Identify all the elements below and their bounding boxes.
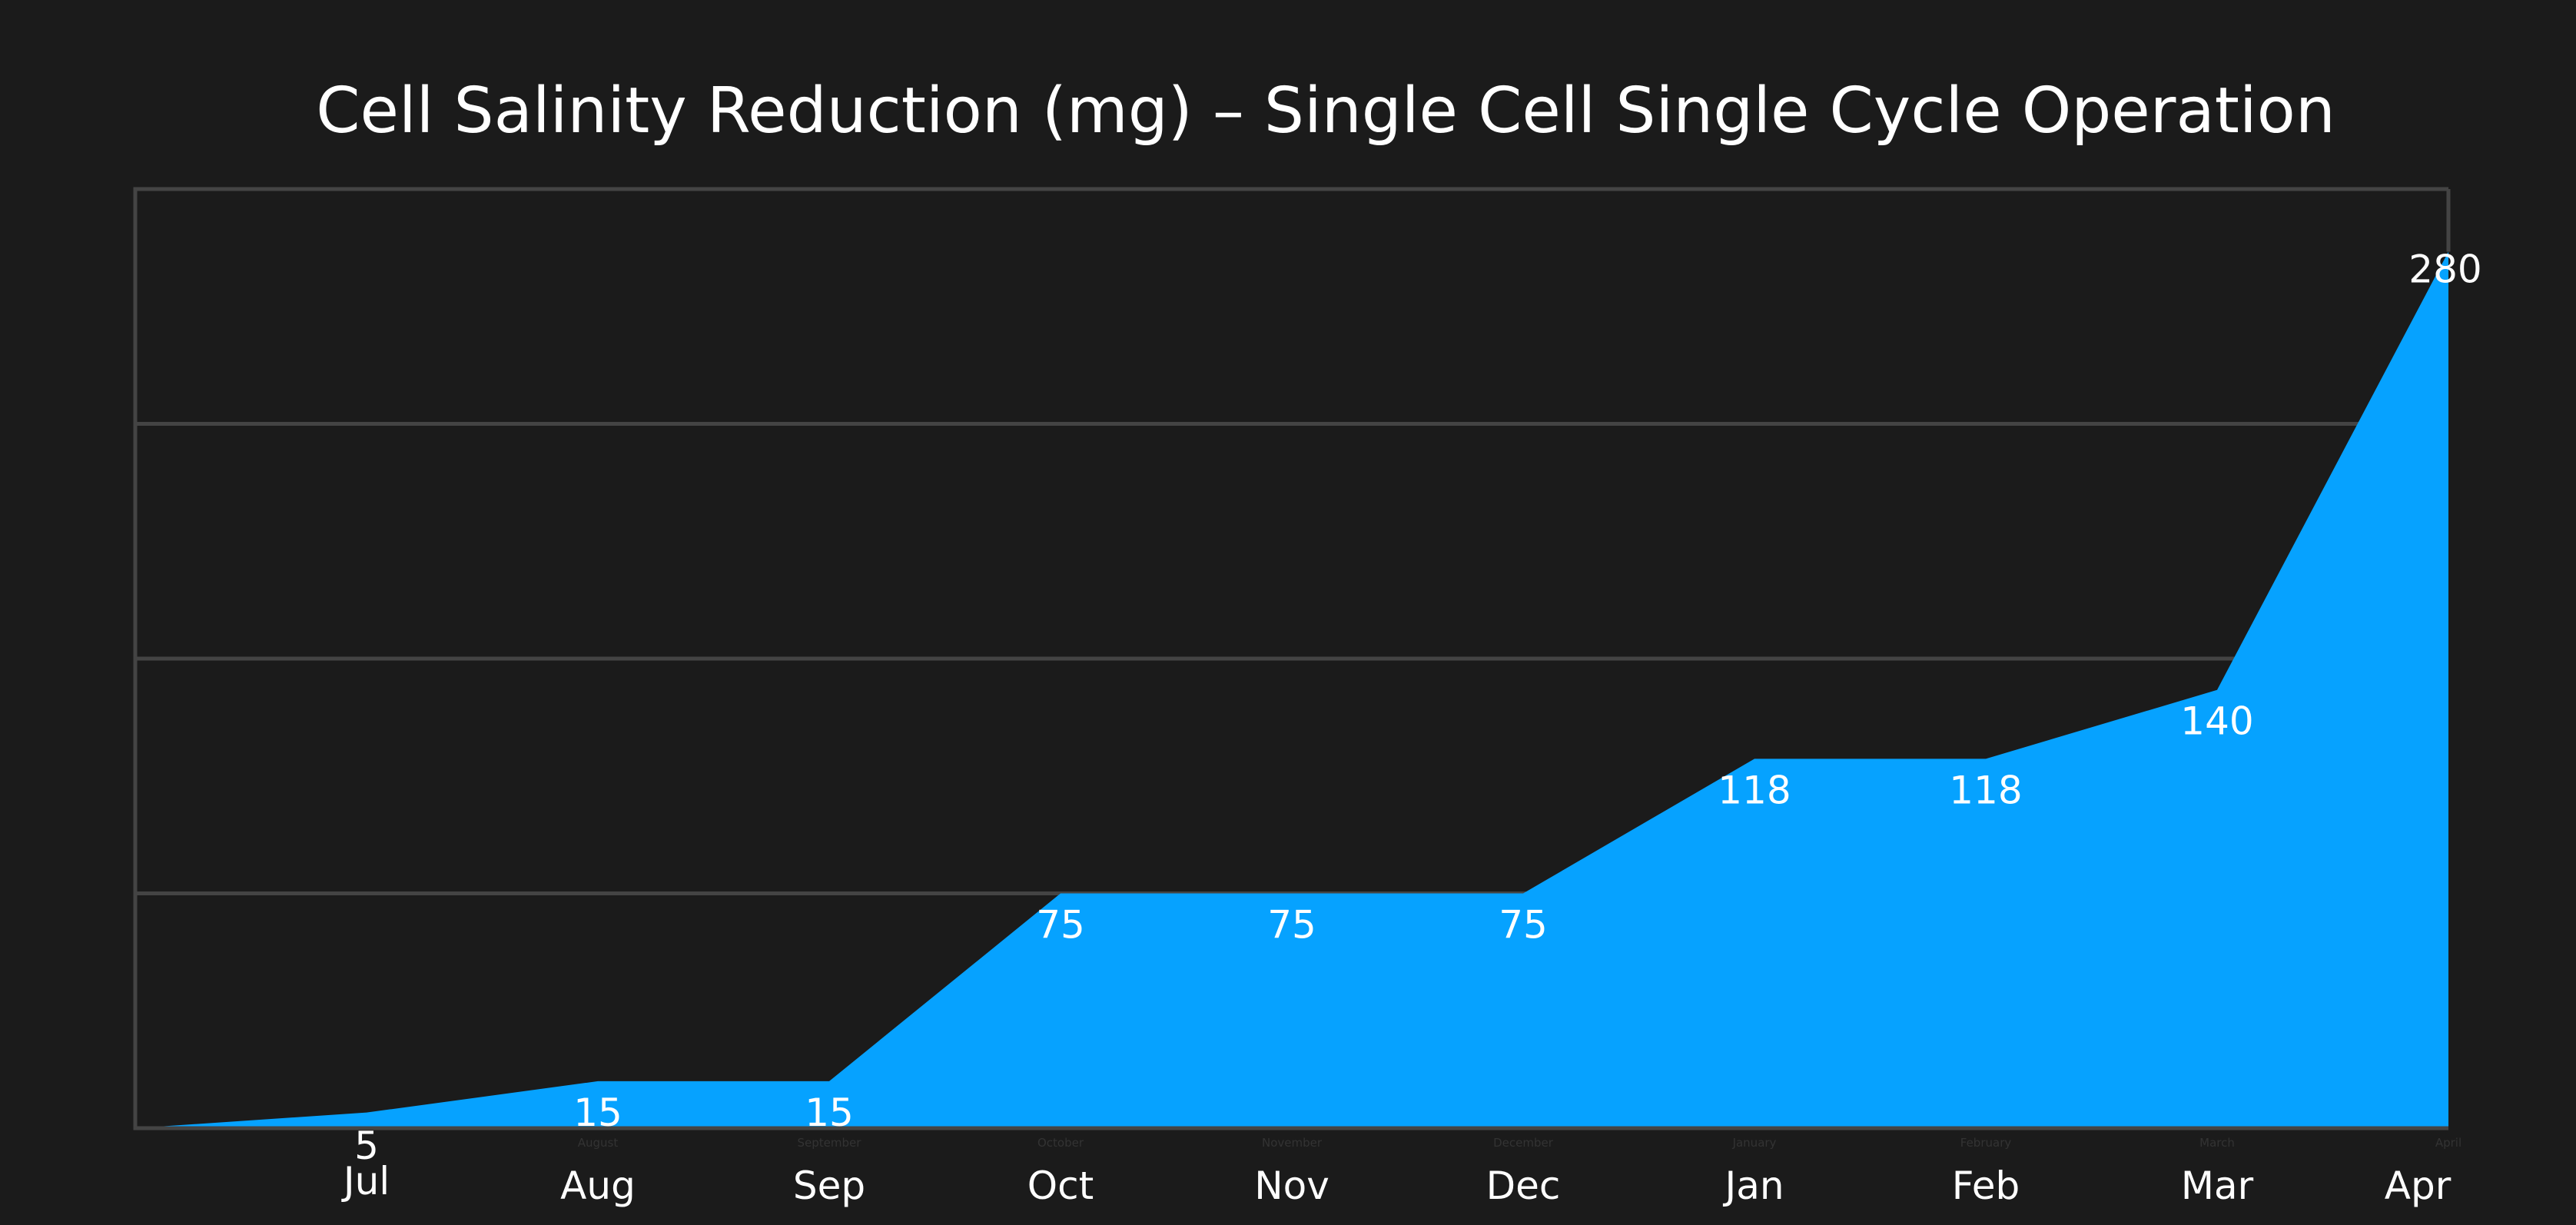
minor-label-layer: August September October November December Ja… bbox=[578, 1136, 2461, 1150]
minor-month-label: August bbox=[578, 1136, 619, 1150]
x-tick-label: Aug bbox=[560, 1164, 636, 1208]
data-label-layer: 5 15 15 75 75 75 118 118 140 280 bbox=[354, 247, 2482, 1168]
x-tick-label: Oct bbox=[1027, 1164, 1094, 1208]
minor-month-label: December bbox=[1493, 1136, 1554, 1150]
data-label: 140 bbox=[2180, 699, 2253, 744]
data-label: 15 bbox=[805, 1091, 854, 1135]
x-tick-label-layer: Jul Aug Sep Oct Nov Dec Jan Feb Mar Apr bbox=[341, 1159, 2452, 1208]
minor-month-label: September bbox=[798, 1136, 862, 1150]
x-tick-label: Sep bbox=[793, 1164, 865, 1208]
x-tick-label: Jul bbox=[341, 1159, 390, 1203]
minor-month-label: November bbox=[1262, 1136, 1323, 1150]
data-label: 118 bbox=[1949, 768, 2022, 812]
x-tick-label: Feb bbox=[1952, 1164, 2020, 1208]
x-tick-label: Jan bbox=[1722, 1164, 1784, 1208]
minor-month-label: February bbox=[1960, 1136, 2012, 1150]
x-tick-label: Nov bbox=[1254, 1164, 1329, 1208]
x-tick-label: Apr bbox=[2385, 1164, 2452, 1208]
plot-frame-layer bbox=[133, 187, 2451, 1130]
minor-month-label: March bbox=[2199, 1136, 2235, 1150]
data-label: 15 bbox=[573, 1091, 622, 1135]
data-label: 280 bbox=[2408, 247, 2481, 291]
area-layer bbox=[135, 251, 2448, 1128]
data-label: 118 bbox=[1718, 768, 1791, 812]
chart-title: Cell Salinity Reduction (mg) – Single Ce… bbox=[316, 75, 2335, 148]
data-label: 5 bbox=[354, 1124, 379, 1168]
minor-month-label: January bbox=[1732, 1136, 1777, 1150]
x-tick-label: Dec bbox=[1486, 1164, 1561, 1208]
x-tick-label: Mar bbox=[2181, 1164, 2254, 1208]
plot-frame bbox=[133, 187, 2448, 1130]
minor-month-label: April bbox=[2435, 1136, 2461, 1150]
area-series bbox=[135, 251, 2448, 1128]
data-label: 75 bbox=[1036, 903, 1085, 948]
data-label: 75 bbox=[1499, 903, 1548, 948]
data-label: 75 bbox=[1267, 903, 1316, 948]
minor-month-label: October bbox=[1037, 1136, 1084, 1150]
